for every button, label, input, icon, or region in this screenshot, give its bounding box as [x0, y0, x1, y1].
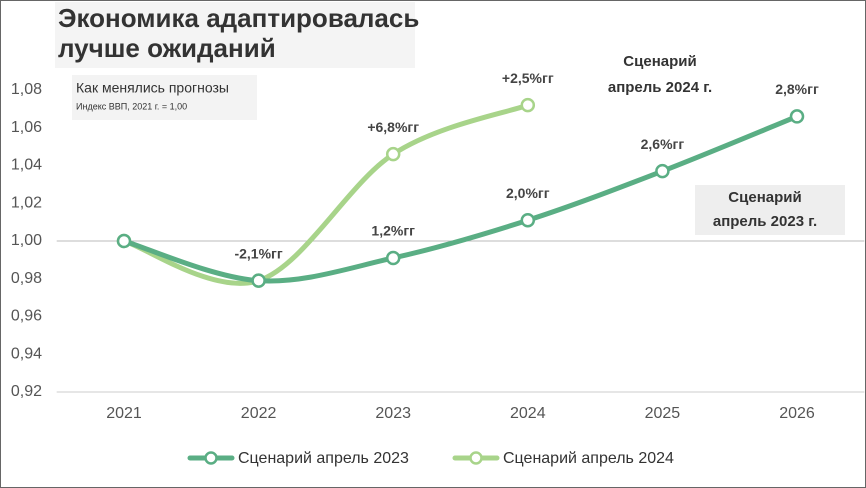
y-tick-label: 1,08 [11, 81, 42, 98]
point-marker [789, 109, 805, 124]
scenario-label: апрель 2023 г. [713, 213, 817, 230]
chart-subtitle: Как менялись прогнозы [76, 80, 229, 96]
series-line [121, 102, 531, 286]
x-tick-label: 2022 [241, 405, 277, 422]
inset-box [72, 75, 257, 120]
point-marker [385, 146, 401, 162]
point-label: +2,5%гг [502, 70, 554, 86]
scenario-label: Сценарий [728, 189, 801, 206]
y-tick-label: 1,02 [11, 194, 42, 211]
scenario-box [695, 185, 845, 235]
y-tick-label: 0,92 [11, 383, 42, 400]
legend-marker [204, 451, 218, 465]
legend-label: Сценарий апрель 2023 [238, 450, 409, 467]
legend-marker [469, 451, 483, 465]
note: Индекс ВВП, 2021 г. = 1,00 [76, 101, 187, 111]
point-marker [116, 233, 132, 249]
y-tick-label: 1,04 [11, 157, 42, 174]
point-marker [385, 250, 401, 266]
y-tick-label: 0,98 [11, 270, 42, 287]
x-tick-label: 2021 [106, 405, 142, 422]
x-tick-label: 2024 [510, 405, 546, 422]
point-label: -2,1%гг [234, 245, 282, 261]
point-marker [520, 97, 536, 113]
title-box [55, 2, 415, 68]
y-tick-label: 0,96 [11, 308, 42, 325]
point-label: 2,8%гг [775, 81, 819, 97]
y-tick-label: 1,06 [11, 119, 42, 136]
scenario-label: Сценарий [623, 53, 696, 70]
legend-label: Сценарий апрель 2024 [503, 450, 674, 467]
point-label: +6,8%гг [367, 119, 419, 135]
chart-title: лучше ожиданий [58, 33, 276, 63]
x-tick-label: 2025 [645, 405, 681, 422]
chart-title: Экономика адаптировалась [58, 3, 419, 33]
point-label: 2,0%гг [506, 185, 550, 201]
point-label: 1,2%гг [371, 223, 415, 239]
point-marker [520, 212, 536, 228]
point-marker [251, 273, 266, 288]
point-label: 2,6%гг [641, 136, 685, 152]
x-tick-label: 2023 [375, 405, 411, 422]
y-tick-label: 0,94 [11, 345, 42, 362]
point-marker [655, 163, 670, 179]
y-tick-label: 1,00 [11, 232, 42, 249]
series-line [121, 113, 800, 284]
scenario-label: апрель 2024 г. [608, 79, 712, 96]
x-tick-label: 2026 [779, 405, 815, 422]
